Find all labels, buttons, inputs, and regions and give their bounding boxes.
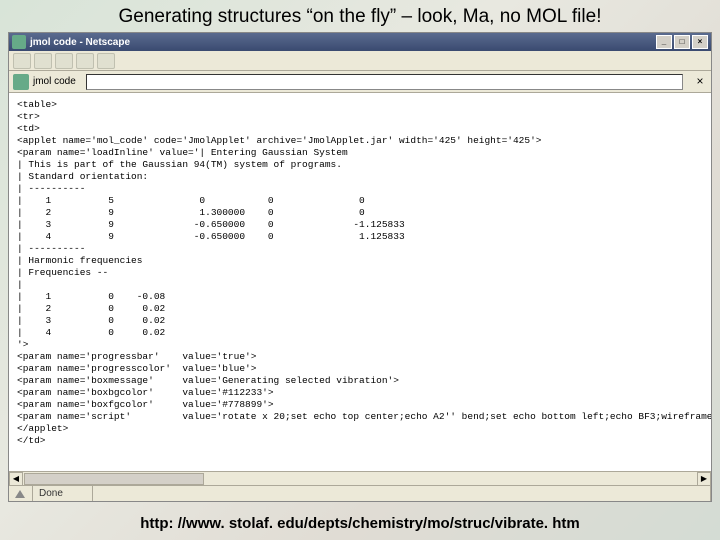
code-line: | 2 0 0.02 [17, 303, 165, 314]
reload-button[interactable] [55, 53, 73, 69]
code-line: <table> [17, 99, 57, 110]
code-line: </td> [17, 435, 46, 446]
code-line: | This is part of the Gaussian 94(TM) sy… [17, 159, 342, 170]
status-icon-cell [9, 486, 33, 501]
forward-button[interactable] [34, 53, 52, 69]
code-line: | Harmonic frequencies [17, 255, 142, 266]
back-button[interactable] [13, 53, 31, 69]
page-icon [13, 74, 29, 90]
code-line: </applet> [17, 423, 68, 434]
scroll-right-button[interactable]: ▶ [697, 472, 711, 486]
scroll-thumb[interactable] [24, 473, 204, 485]
code-line: <applet name='mol_code' code='JmolApplet… [17, 135, 542, 146]
code-line: <param name='progressbar' value='true'> [17, 351, 256, 362]
scroll-left-button[interactable]: ◀ [9, 472, 23, 486]
horizontal-scrollbar[interactable]: ◀ ▶ [9, 471, 711, 485]
slide-title: Generating structures “on the fly” – loo… [0, 0, 720, 30]
code-line: <param name='progresscolor' value='blue'… [17, 363, 256, 374]
code-line: <tr> [17, 111, 40, 122]
code-line: <param name='script' value='rotate x 20;… [17, 411, 711, 422]
window-title: jmol code - Netscape [30, 37, 130, 48]
status-bar: Done [9, 485, 711, 501]
code-line: | 3 9 -0.650000 0 -1.125833 [17, 219, 405, 230]
code-line: <param name='boxfgcolor' value='#778899'… [17, 399, 274, 410]
status-progress [93, 486, 711, 501]
code-line: '> [17, 339, 28, 350]
browser-window: jmol code - Netscape _ □ × jmol code × <… [8, 32, 712, 502]
code-line: | 4 0 0.02 [17, 327, 165, 338]
code-line: | 2 9 1.300000 0 0 [17, 207, 365, 218]
tab-close-button[interactable]: × [693, 75, 707, 89]
address-field[interactable] [86, 74, 683, 90]
code-line: <param name='loadInline' value='| Enteri… [17, 147, 348, 158]
code-line: | 1 0 -0.08 [17, 291, 165, 302]
code-line: <param name='boxbgcolor' value='#112233'… [17, 387, 274, 398]
footer-url: http: //www. stolaf. edu/depts/chemistry… [0, 515, 720, 532]
page-source-content: <table> <tr> <td> <applet name='mol_code… [9, 93, 711, 485]
status-triangle-icon [15, 490, 25, 498]
maximize-button[interactable]: □ [674, 35, 690, 49]
status-text: Done [33, 486, 93, 501]
code-line: | ---------- [17, 243, 85, 254]
code-line: <td> [17, 123, 40, 134]
code-line: | Frequencies -- [17, 267, 108, 278]
code-line: | ---------- [17, 183, 85, 194]
close-button[interactable]: × [692, 35, 708, 49]
minimize-button[interactable]: _ [656, 35, 672, 49]
titlebar: jmol code - Netscape _ □ × [9, 33, 711, 51]
code-line: | Standard orientation: [17, 171, 148, 182]
address-toolbar: jmol code × [9, 71, 711, 93]
code-line: <param name='boxmessage' value='Generati… [17, 375, 399, 386]
main-toolbar [9, 51, 711, 71]
stop-button[interactable] [76, 53, 94, 69]
code-line: | [17, 279, 23, 290]
address-label: jmol code [33, 76, 76, 87]
netscape-icon [12, 35, 26, 49]
code-line: | 1 5 0 0 0 [17, 195, 365, 206]
home-button[interactable] [97, 53, 115, 69]
code-line: | 3 0 0.02 [17, 315, 165, 326]
code-line: | 4 9 -0.650000 0 1.125833 [17, 231, 405, 242]
